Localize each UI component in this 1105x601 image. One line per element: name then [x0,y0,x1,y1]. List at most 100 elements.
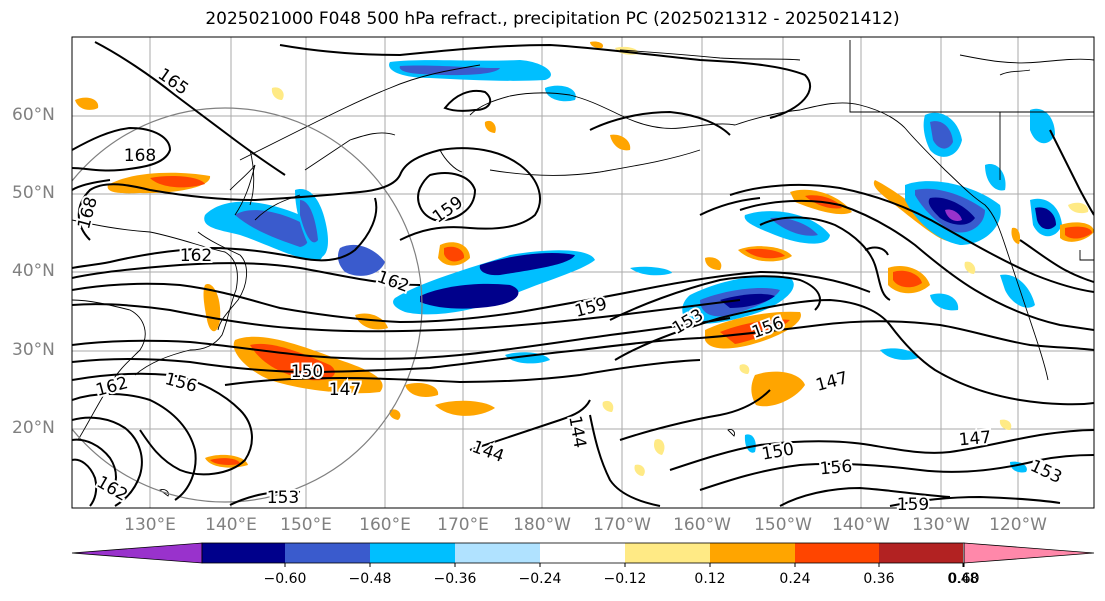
coastline [959,54,1094,64]
contours [72,41,1094,507]
precip-shading [75,41,1094,476]
contour-line [72,179,111,191]
precip-area [444,246,465,262]
colorbar-frame [201,542,965,564]
precip-area [930,121,953,149]
precip-area [420,283,519,309]
precip-area [355,313,388,330]
colorbar-tick-label: 0.60 [948,571,980,587]
contour-line [72,438,117,496]
contour-line [72,270,871,324]
contour-label: 162 [180,246,212,266]
contour-line [72,299,741,333]
contour-line [779,486,951,507]
colorbar-segment [202,543,285,563]
precip-area [745,248,785,259]
precip-area [893,270,922,288]
contour-label: 150 [291,362,323,382]
colorbar-segment [710,543,795,563]
precip-area [1065,226,1092,239]
precip-area [271,87,284,100]
coastline [72,299,146,441]
colorbar-segment [879,543,963,563]
lat-label: 20°N [12,418,55,438]
lat-label: 40°N [12,261,55,281]
contour-line [72,262,421,286]
colorbar-tick-label: 0.36 [863,571,895,587]
lon-label: 130°W [912,515,970,535]
contour-label: 159 [897,495,929,515]
precip-area [634,464,645,476]
lon-label: 160°W [673,515,731,535]
coastline [1034,334,1049,381]
lat-label: 50°N [12,183,55,203]
contour-label: 156 [819,457,853,480]
precip-area [150,176,205,188]
coastline [159,489,169,497]
precip-area [653,439,665,455]
contour-line [589,414,661,507]
lon-label: 120°W [989,515,1047,535]
coastline [734,102,906,129]
contour-line [77,147,541,241]
precip-area [1000,274,1035,308]
contour-line [699,454,1094,491]
contour-label: 153 [267,488,299,508]
contour-line [72,197,378,269]
precip-area [1030,108,1055,144]
contour-line [72,320,1094,374]
colorbar-tick-label: −0.36 [433,571,477,587]
coastline [254,194,301,221]
precip-area [435,400,495,416]
colorbar-tick-label: 0.24 [779,571,811,587]
precip-area [479,253,575,276]
contour-line [619,389,771,441]
contour-line [759,216,891,301]
contour-line [229,490,301,506]
coastline [197,231,247,331]
coastline [249,149,255,206]
map-content [72,37,1094,508]
contour-line [729,183,1094,293]
colorbar-segment [370,543,455,563]
precip-area [964,261,976,274]
coastline [229,164,256,216]
lon-label: 180°W [513,515,571,535]
precip-area [770,217,818,236]
contour-line [72,416,143,507]
contour-line [224,359,701,386]
contour-line [669,429,1094,471]
contour-line [72,393,197,501]
contour-line [72,126,172,172]
coastline [849,40,1094,113]
colorbar-segment [795,543,879,563]
precip-area [705,257,722,270]
precip-area [484,120,496,133]
coastline [304,132,396,171]
precip-area [405,383,439,397]
contour-line [443,89,492,112]
contour-label: 147 [958,428,992,451]
coastline [439,149,463,173]
precip-area [1011,227,1021,244]
lon-label: 170°W [593,515,651,535]
coastline [489,149,701,176]
precip-area [1068,202,1089,214]
lon-label: 160°E [359,515,411,535]
contour-label: 168 [124,146,156,166]
contour-line [1019,239,1094,283]
coastline [469,92,736,129]
colorbar-segment [625,543,710,563]
precip-area [590,41,604,49]
coastlines [72,40,1094,497]
contour-line [1049,129,1094,216]
lat-label: 60°N [12,105,55,125]
precip-area [880,348,918,360]
colorbar-tick-label: −0.48 [348,571,392,587]
contour-line [699,197,761,216]
precip-area [930,293,959,311]
contour-label: 147 [329,380,361,400]
precip-area [389,409,401,420]
precip-area [235,210,309,247]
colorbar-extend-high [963,542,1095,564]
